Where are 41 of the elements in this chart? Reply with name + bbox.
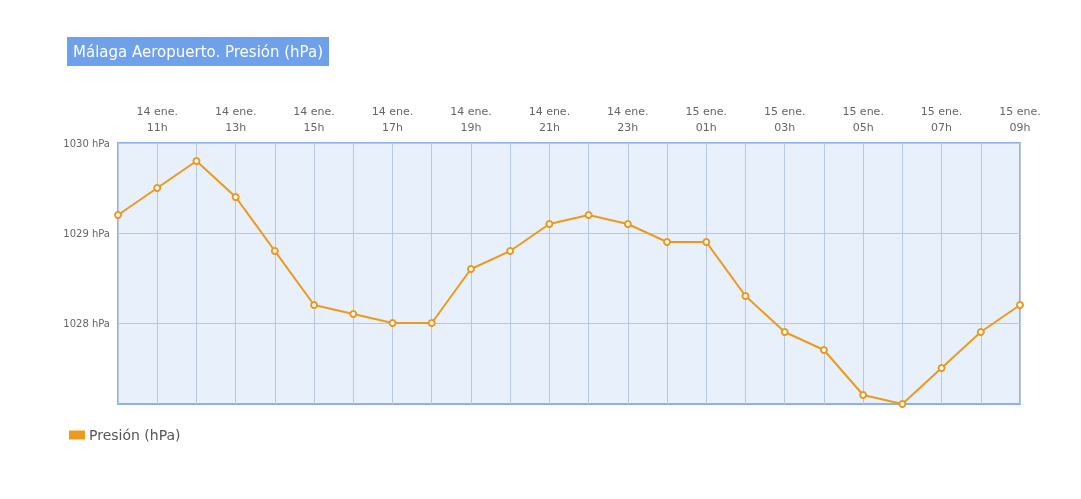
point — [349, 310, 358, 318]
point — [702, 238, 711, 246]
point — [780, 328, 789, 336]
point — [270, 247, 279, 255]
point — [388, 319, 397, 327]
point — [231, 193, 240, 201]
x-tick-label: 14 ene. 15h — [293, 104, 335, 134]
y-tick-label: 1030 hPa — [63, 137, 110, 149]
x-tick-label: 14 ene. 13h — [214, 104, 257, 134]
point — [114, 211, 122, 219]
point — [937, 364, 946, 372]
x-tick-label: 15 ene. 07h — [920, 104, 963, 134]
point — [623, 220, 632, 228]
point — [898, 400, 907, 408]
point — [663, 238, 672, 246]
x-tick-label: 15 ene. 01h — [685, 104, 728, 134]
point — [584, 211, 593, 219]
point — [192, 157, 201, 165]
point — [1016, 301, 1024, 309]
x-tick-label: 15 ene. 03h — [763, 104, 806, 134]
point — [466, 265, 475, 273]
point — [545, 220, 554, 228]
chart-title: Málaga Aeropuerto. Presión (hPa) — [73, 42, 324, 61]
point — [819, 346, 828, 354]
point — [741, 292, 750, 300]
y-tick-label: 1029 hPa — [63, 227, 110, 239]
point — [153, 184, 162, 192]
x-tick-label: 15 ene. 05h — [842, 104, 884, 134]
y-tick-label: 1028 hPa — [63, 317, 110, 329]
x-tick-label: 14 ene. 19h — [450, 104, 492, 134]
legend-label: Presión (hPa) — [89, 427, 181, 443]
point — [310, 301, 319, 309]
x-tick-label: 14 ene. 21h — [528, 104, 571, 134]
x-tick-label: 14 ene. 23h — [607, 104, 649, 134]
point — [859, 391, 868, 399]
point — [976, 328, 985, 336]
point — [506, 247, 515, 255]
point — [427, 319, 436, 327]
x-tick-label: 14 ene. 11h — [136, 104, 178, 134]
x-tick-label: 15 ene. 09h — [999, 104, 1041, 134]
x-tick-label: 14 ene. 17h — [371, 104, 414, 134]
